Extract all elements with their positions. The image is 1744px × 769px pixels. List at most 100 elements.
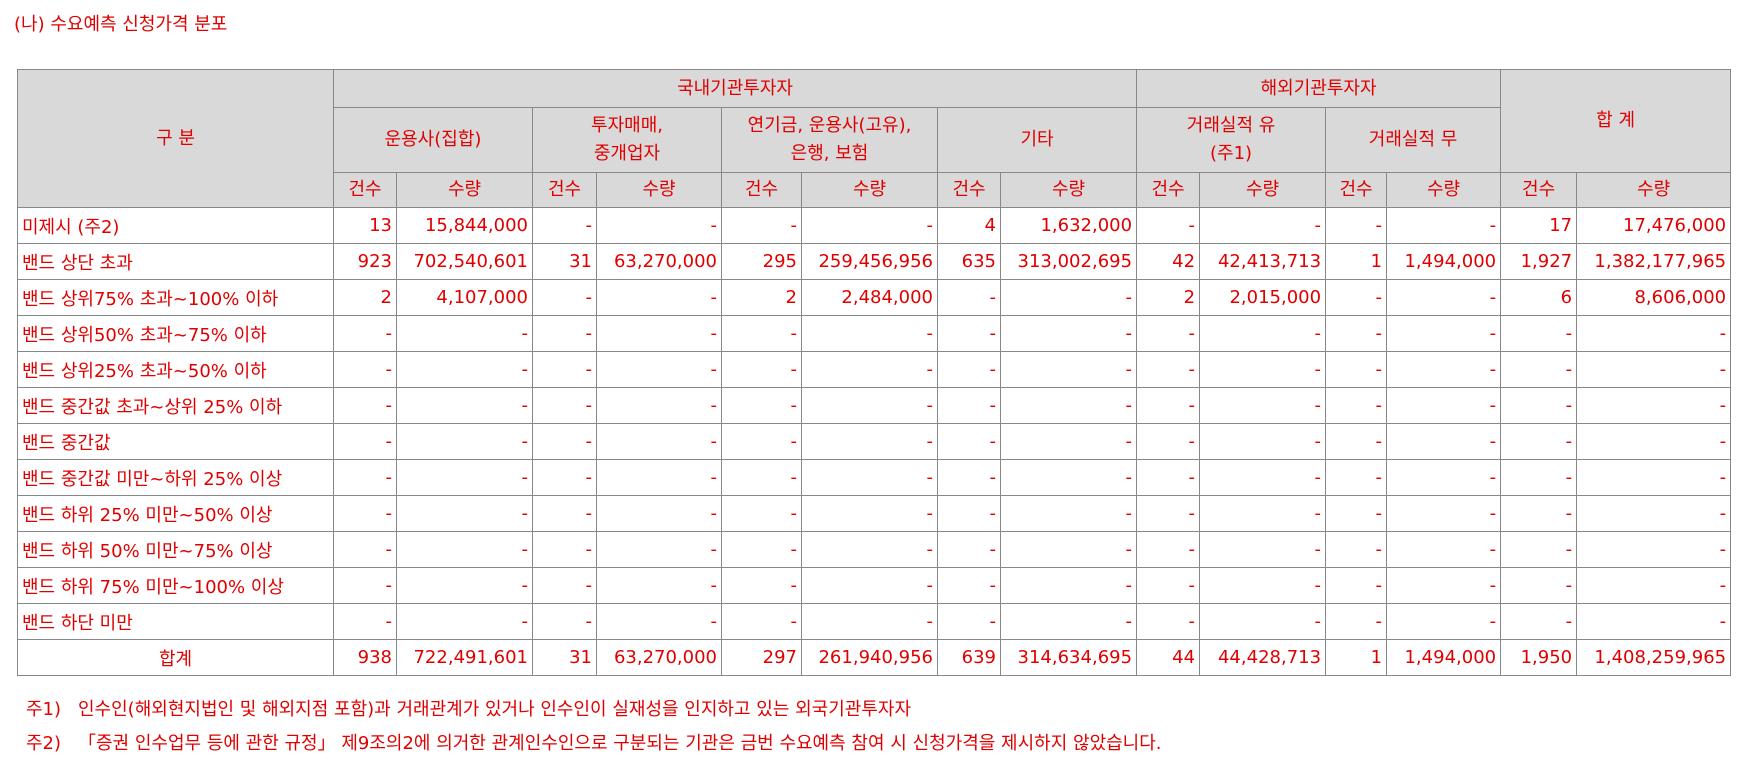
data-row: 밴드 상위25% 초과~50% 이하 - - - - - - - - - - - - - -: [17, 351, 1732, 388]
cell: -: [1199, 315, 1327, 352]
cell: -: [1386, 423, 1502, 460]
row-label: 밴드 중간값 초과~상위 25% 이하: [17, 387, 334, 424]
cell: 1: [1325, 639, 1388, 676]
cell: -: [596, 207, 722, 244]
cell: -: [1576, 567, 1732, 604]
cell: -: [396, 423, 533, 460]
cell: 17,476,000: [1576, 207, 1732, 244]
cell: -: [1576, 387, 1732, 424]
cell: 722,491,601: [396, 639, 533, 676]
row-label: 밴드 하단 미만: [17, 603, 334, 640]
data-row: 밴드 하위 50% 미만~75% 이상 - - - - - - - - - - - - - -: [17, 531, 1732, 568]
cell: -: [1576, 603, 1732, 640]
cell: -: [937, 495, 1001, 532]
cell: -: [1386, 207, 1502, 244]
cell: -: [1386, 495, 1502, 532]
cell: -: [333, 567, 397, 604]
cell: -: [1386, 603, 1502, 640]
cell: -: [999, 423, 1138, 460]
column-header: 건수: [721, 172, 802, 208]
cell: -: [532, 207, 597, 244]
cell: -: [937, 279, 1001, 316]
subgroup-header: 기타: [936, 107, 1138, 173]
cell: 13: [333, 207, 397, 244]
column-header: 건수: [1136, 172, 1201, 208]
cell: -: [1199, 423, 1327, 460]
cell: 2: [333, 279, 397, 316]
cell: 63,270,000: [596, 243, 722, 280]
cell: -: [396, 351, 533, 388]
data-row: 밴드 상위50% 초과~75% 이하 - - - - - - - - - - - - - -: [17, 315, 1732, 352]
cell: -: [396, 567, 533, 604]
cell: -: [1325, 423, 1388, 460]
column-header: 수량: [396, 172, 533, 208]
subgroup-header: 거래실적 무: [1325, 107, 1502, 173]
row-label: 밴드 중간값: [17, 423, 334, 460]
cell: -: [1325, 531, 1388, 568]
cell: -: [1386, 351, 1502, 388]
note: 주2) 「증권 인수업무 등에 관한 규정」 제9조의2에 의거한 관계인수인으로…: [26, 729, 1162, 763]
data-row: 밴드 하단 미만 - - - - - - - - - - - - - -: [17, 603, 1732, 640]
cell: -: [1576, 423, 1732, 460]
cell: 923: [333, 243, 397, 280]
cell: -: [1576, 459, 1732, 496]
cell: 295: [721, 243, 802, 280]
cell: -: [532, 387, 597, 424]
cell: -: [1386, 531, 1502, 568]
cell: -: [596, 567, 722, 604]
cell: -: [396, 459, 533, 496]
cell: -: [532, 423, 597, 460]
row-label: 밴드 하위 75% 미만~100% 이상: [17, 567, 334, 604]
cell: -: [801, 459, 938, 496]
cell: 1,927: [1500, 243, 1578, 280]
cell: -: [1136, 315, 1201, 352]
cell: 2: [721, 279, 802, 316]
cell: 31: [532, 243, 597, 280]
cell: -: [1325, 207, 1388, 244]
cell: -: [999, 459, 1138, 496]
cell: -: [1136, 603, 1201, 640]
cell: 639: [937, 639, 1001, 676]
cell: 31: [532, 639, 597, 676]
cell: -: [801, 387, 938, 424]
subgroup-header: 거래실적 유 (주1): [1136, 107, 1327, 173]
cell: -: [596, 531, 722, 568]
row-label: 밴드 상위75% 초과~100% 이하: [17, 279, 334, 316]
cell: 44: [1136, 639, 1201, 676]
cell: -: [999, 387, 1138, 424]
cell: 938: [333, 639, 397, 676]
row-label: 밴드 중간값 미만~하위 25% 이상: [17, 459, 334, 496]
cell: -: [1500, 567, 1578, 604]
cell: 1,408,259,965: [1576, 639, 1732, 676]
cell: -: [801, 567, 938, 604]
cell: -: [801, 351, 938, 388]
cell: -: [999, 603, 1138, 640]
header-row: 건수 수량 건수 수량 건수 수량 건수 수량 건수 수량 건수 수량 건수 수량: [18, 172, 1732, 208]
cell: -: [999, 315, 1138, 352]
cell: -: [1136, 351, 1201, 388]
cell: 1,950: [1500, 639, 1578, 676]
row-label: 밴드 상위50% 초과~75% 이하: [17, 315, 334, 352]
cell: -: [1500, 351, 1578, 388]
column-header: 수량: [999, 172, 1138, 208]
row-label: 밴드 하위 50% 미만~75% 이상: [17, 531, 334, 568]
cell: -: [1136, 387, 1201, 424]
cell: -: [721, 495, 802, 532]
cell: -: [1325, 603, 1388, 640]
cell: -: [721, 603, 802, 640]
data-row: 밴드 상위75% 초과~100% 이하 2 4,107,000- -2 2,484,00…: [17, 279, 1732, 316]
column-header: 건수: [1325, 172, 1388, 208]
cell: -: [396, 603, 533, 640]
cell: -: [532, 603, 597, 640]
cell: -: [596, 423, 722, 460]
cell: -: [1386, 459, 1502, 496]
cell: -: [532, 279, 597, 316]
subgroup-header: 운용사(집합): [333, 107, 533, 173]
cell: -: [532, 315, 597, 352]
cell: 259,456,956: [801, 243, 938, 280]
cell: 1: [1325, 243, 1388, 280]
cell: -: [532, 459, 597, 496]
cell: 2: [1136, 279, 1201, 316]
data-row: 밴드 중간값 초과~상위 25% 이하 - - - - - - - - - - - - - -: [17, 387, 1732, 424]
note-label: 주2): [26, 733, 62, 754]
